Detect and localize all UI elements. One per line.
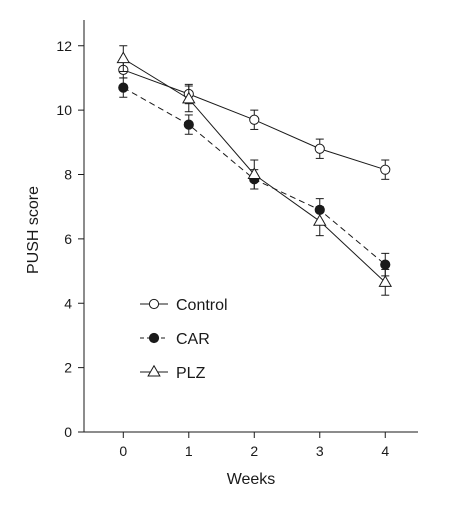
y-axis-title: PUSH score [25, 186, 42, 274]
point-plz-3 [313, 213, 327, 226]
legend-item-plz: PLZ [140, 364, 206, 382]
point-plz-0 [116, 51, 131, 64]
x-tick-label-2: 2 [250, 443, 258, 459]
point-plz-1 [182, 91, 196, 104]
point-car-4 [380, 259, 391, 270]
point-plz-4 [378, 275, 393, 287]
x-tick-label-0: 0 [119, 443, 127, 459]
point-car-0 [118, 82, 129, 93]
x-tick-label-4: 4 [381, 443, 389, 459]
legend-label-plz: PLZ [176, 365, 206, 382]
y-tick-label-4: 4 [64, 295, 72, 311]
legend-marker-control [148, 298, 160, 310]
legend-label-car: CAR [176, 331, 210, 348]
x-tick-label-3: 3 [316, 443, 324, 459]
y-tick-label-8: 8 [64, 167, 72, 183]
series-plz [116, 45, 393, 296]
x-axis-title: Weeks [227, 471, 276, 488]
legend: Control CAR PLZ [140, 297, 228, 382]
legend-marker-car [148, 332, 160, 344]
point-control-4 [380, 164, 391, 175]
y-tick-label-6: 6 [64, 231, 72, 247]
legend-marker-plz [147, 364, 161, 377]
legend-label-control: Control [176, 297, 228, 314]
legend-item-control: Control [140, 297, 228, 314]
point-control-3 [314, 143, 325, 154]
y-tick-label-0: 0 [64, 424, 72, 440]
y-tick-label-2: 2 [64, 360, 72, 376]
y-tick-label-12: 12 [56, 38, 72, 54]
legend-item-car: CAR [140, 331, 210, 348]
series-layer [116, 45, 393, 296]
point-plz-2 [247, 167, 262, 180]
x-tick-label-1: 1 [185, 443, 193, 459]
point-control-2 [249, 114, 260, 125]
point-car-1 [183, 119, 194, 130]
y-tick-label-10: 10 [56, 102, 72, 118]
